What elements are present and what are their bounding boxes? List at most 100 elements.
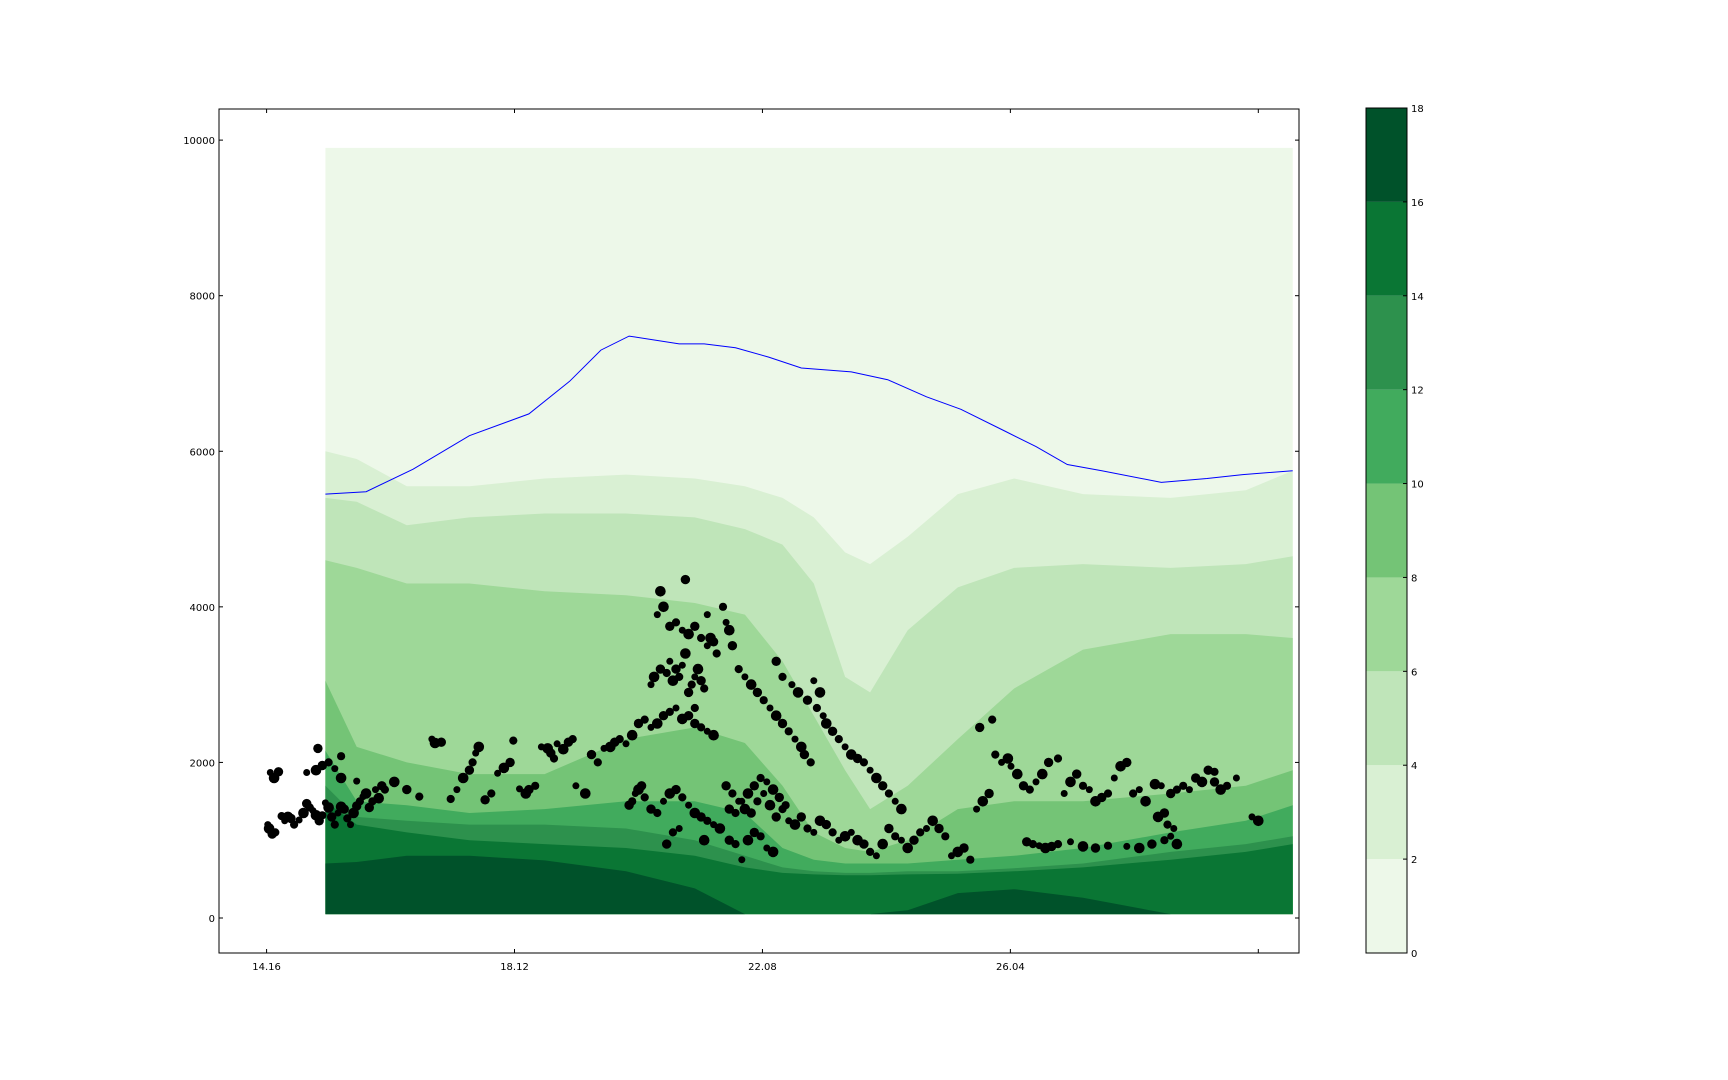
x-tick-label: 22.08 — [748, 962, 777, 973]
scatter-point — [675, 672, 684, 682]
scatter-point — [1002, 753, 1014, 764]
scatter-point — [323, 802, 334, 813]
scatter-point — [841, 743, 849, 751]
scatter-point — [653, 808, 662, 818]
scatter-point — [553, 740, 561, 748]
scatter-point — [1090, 843, 1101, 853]
scatter-point — [1072, 769, 1082, 779]
scatter-point — [1172, 785, 1181, 794]
scatter-point — [872, 852, 880, 860]
x-axis: 14.16 18.12 22.08 26.04 — [252, 109, 1259, 973]
scatter-point — [1123, 842, 1131, 850]
scatter-point — [859, 758, 869, 767]
colorbar-tick-label: 2 — [1411, 855, 1417, 866]
scatter-point — [687, 680, 696, 689]
scatter-point — [1078, 781, 1088, 790]
scatter-point — [331, 765, 339, 773]
scatter-point — [303, 769, 311, 776]
scatter-point — [821, 819, 831, 830]
scatter-point — [1025, 785, 1034, 794]
scatter-point — [646, 804, 656, 814]
scatter-point — [337, 752, 346, 761]
scatter-point — [685, 801, 693, 809]
scatter-point — [671, 664, 681, 674]
scatter-point — [468, 758, 477, 767]
scatter-point — [647, 681, 655, 689]
colorbar-segment-10-12 — [1366, 389, 1407, 484]
scatter-point — [698, 834, 710, 846]
scatter-point — [1196, 776, 1208, 788]
scatter-point — [343, 814, 352, 823]
scatter-point — [696, 812, 706, 822]
scatter-point — [1053, 754, 1063, 763]
scatter-point — [680, 648, 691, 659]
scatter-point — [934, 823, 944, 834]
scatter-point — [834, 735, 843, 744]
scatter-point — [671, 618, 681, 627]
scatter-point — [494, 769, 502, 777]
scatter-point — [531, 781, 540, 790]
scatter-point — [658, 711, 669, 721]
scatter-point — [692, 663, 704, 675]
scatter-point — [586, 749, 597, 760]
scatter-point — [1209, 777, 1220, 787]
scatter-point — [295, 816, 303, 824]
scatter-point — [760, 790, 768, 797]
scatter-point — [690, 703, 699, 713]
scatter-point — [927, 815, 938, 827]
scatter-point — [810, 677, 818, 685]
scatter-point — [633, 718, 644, 729]
scatter-point — [891, 832, 900, 841]
scatter-point — [549, 754, 559, 763]
line-series — [325, 335, 1293, 495]
scatter-point — [749, 781, 759, 791]
scatter-point — [1171, 838, 1183, 850]
scatter-point — [847, 828, 855, 836]
scatter-point — [812, 703, 822, 713]
scatter-point — [745, 679, 757, 690]
scatter-point — [380, 785, 389, 794]
scatter-point — [580, 788, 591, 799]
scatter-point — [568, 735, 577, 744]
scatter-point — [756, 773, 765, 783]
y-tick-label: 6000 — [190, 447, 215, 458]
scatter-point — [330, 820, 339, 829]
scatter-point — [666, 657, 674, 665]
colorbar-segment-12-14 — [1366, 295, 1407, 390]
scatter-point — [753, 797, 762, 806]
scatter-point — [1253, 815, 1264, 827]
scatter-point — [487, 789, 496, 798]
scatter-point — [896, 803, 907, 815]
scatter-point — [1085, 786, 1093, 794]
scatter-point — [767, 846, 779, 858]
scatter-point — [839, 831, 851, 842]
scatter-point — [777, 718, 788, 729]
scatter-point — [648, 671, 660, 683]
scatter-point — [1067, 838, 1074, 846]
scatter-point — [636, 781, 647, 791]
line-layer — [325, 335, 1293, 495]
scatter-point — [746, 808, 756, 818]
scatter-point — [806, 758, 815, 767]
scatter-point — [655, 586, 666, 597]
scatter-point — [290, 820, 299, 829]
colorbar-segment-16-18 — [1366, 108, 1407, 202]
scatter-point — [457, 772, 469, 784]
scatter-point — [784, 727, 793, 736]
scatter-point — [353, 777, 361, 785]
scatter-point — [742, 788, 754, 799]
scatter-point — [373, 792, 385, 804]
colorbar-tick-label: 4 — [1411, 761, 1417, 772]
scatter-point — [415, 792, 424, 801]
scatter-point — [727, 641, 738, 651]
scatter-point — [802, 695, 813, 705]
colorbar-segment-6-8 — [1366, 577, 1407, 672]
scatter-point — [697, 633, 706, 643]
scatter-point — [524, 784, 534, 795]
scatter-point — [767, 784, 779, 795]
x-tick-label: 14.16 — [252, 962, 281, 973]
scatter-point — [1149, 778, 1161, 790]
scatter-point — [909, 835, 919, 845]
scatter-point — [683, 711, 694, 721]
scatter-point — [1160, 836, 1169, 845]
